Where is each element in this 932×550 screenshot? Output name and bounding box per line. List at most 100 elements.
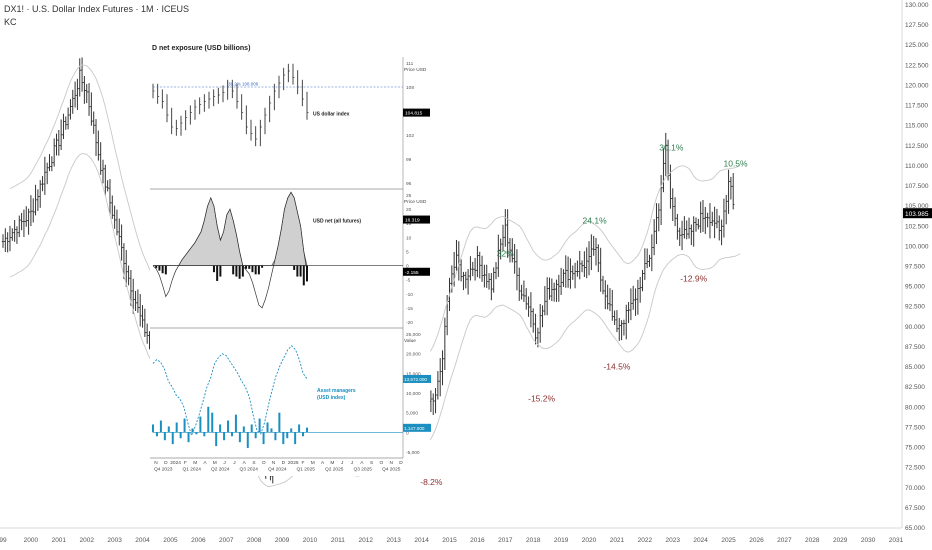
x-tick-label: 2025 xyxy=(721,537,736,544)
x-tick-label: 2022 xyxy=(638,537,653,544)
indicator-label: KC xyxy=(4,17,17,27)
asset-mgr-bar xyxy=(250,424,253,433)
usd-net-panel-tick: 20 xyxy=(406,207,412,213)
asset-mgr-bar xyxy=(246,432,249,449)
drop-annotation: -14.5% xyxy=(603,361,630,371)
usd-net-bar xyxy=(216,265,219,281)
asset-mgr-bar xyxy=(159,420,162,433)
usd-net-panel-tick: -10 xyxy=(406,292,413,298)
inset-month-label: A xyxy=(243,460,247,466)
dxy-price-tag-bg xyxy=(403,108,430,117)
asset-mgr-bar xyxy=(219,424,222,433)
asset-mgr-bar xyxy=(223,432,226,441)
asset-mgr-bar xyxy=(207,406,210,433)
usd-net-bar xyxy=(245,265,248,269)
x-tick-label: 2016 xyxy=(470,537,485,544)
asset-mgr-bar xyxy=(242,426,245,433)
usd-net-panel-tick: 10 xyxy=(406,235,412,241)
usd-net-panel-tick: 5 xyxy=(406,249,409,255)
x-tick-label: 2015 xyxy=(442,537,457,544)
usd-net-panel-axis-title: Price USD xyxy=(404,199,427,205)
y-tick-label: 115.000 xyxy=(905,123,928,130)
asset-mgr-panel-tick: 0 xyxy=(406,430,409,436)
asset-mgr-bar xyxy=(274,432,277,441)
last-price-tag-bg xyxy=(903,208,932,219)
usd-net-bar xyxy=(257,265,260,275)
asset-mgr-bar xyxy=(152,424,154,433)
asset-mgr-bar xyxy=(254,432,257,439)
y-tick-label: 65.000 xyxy=(905,525,925,532)
inset-month-label: A xyxy=(321,460,325,466)
x-tick-label: 2012 xyxy=(359,537,374,544)
chart-title: DX1! · U.S. Dollar Index Futures · 1M · … xyxy=(4,4,190,14)
x-tick-label: 2018 xyxy=(526,537,541,544)
inset-quarter-label: Q3 2025 xyxy=(354,467,373,473)
asset-mgr-panel-tick: 5,000 xyxy=(406,411,418,417)
asset-mgr-bar xyxy=(215,432,218,447)
usd-net-bar xyxy=(302,265,305,286)
inset-month-label: J xyxy=(223,460,226,466)
inset-quarter-label: Q2 2024 xyxy=(211,467,230,473)
y-tick-label: 127.500 xyxy=(905,22,929,29)
inset-month-label: S xyxy=(252,460,255,466)
inset-month-label: J xyxy=(233,460,236,466)
x-tick-label: 2008 xyxy=(247,537,262,544)
y-tick-label: 117.500 xyxy=(905,103,928,110)
inset-quarter-label: Q1 2025 xyxy=(297,467,316,473)
drop-annotation: -12.9% xyxy=(680,274,707,284)
asset-mgr-panel-axis-title: Value xyxy=(404,338,416,344)
usd-net-panel-tick: -15 xyxy=(406,306,413,312)
inset-month-label: F xyxy=(184,460,187,466)
y-tick-label: 107.500 xyxy=(905,183,929,190)
x-tick-label: 2001 xyxy=(52,537,67,544)
asset-mgr-bar xyxy=(238,432,241,443)
asset-mgr-tag1: 13,572.000 xyxy=(404,377,427,382)
y-tick-label: 82.500 xyxy=(905,384,925,391)
usd-net-tag1-bg xyxy=(403,215,430,224)
x-tick-label: 2007 xyxy=(219,537,234,544)
dxy-price-tag: 104.815 xyxy=(405,111,423,117)
inset-month-label: N xyxy=(389,460,393,466)
inset-month-label: M xyxy=(330,460,334,466)
x-tick-label: 2024 xyxy=(693,537,708,544)
asset-mgr-tag2-bg xyxy=(403,423,431,432)
x-tick-label: 2003 xyxy=(107,537,122,544)
y-tick-label: 100.000 xyxy=(905,243,929,250)
dxy-bars xyxy=(152,63,309,147)
x-tick-label: 2000 xyxy=(24,537,39,544)
dxy-panel-axis-title: Price USD xyxy=(404,67,427,73)
y-tick-label: 92.500 xyxy=(905,304,925,311)
asset-mgr-tag2: 1,147.000 xyxy=(404,426,425,431)
dxy-panel-tick: 111 xyxy=(406,61,414,67)
x-tick-label: 2030 xyxy=(861,537,876,544)
y-tick-label: 110.000 xyxy=(905,163,928,170)
y-tick-label: 67.500 xyxy=(905,505,925,512)
dxy-panel-tick: 108 xyxy=(406,85,414,91)
inset-panel: Price USD111108105102999638.2% 108.006US… xyxy=(150,57,431,476)
y-tick-label: 122.500 xyxy=(905,62,929,69)
y-tick-label: 120.000 xyxy=(905,82,929,89)
gain-annotation: 32% xyxy=(497,249,514,259)
inset-month-label: 2024 xyxy=(170,460,181,466)
x-tick-label: 2011 xyxy=(331,537,345,544)
asset-mgr-bar xyxy=(183,418,186,433)
usd-net-bar xyxy=(254,265,257,275)
inset-month-label: 2025 xyxy=(288,460,299,466)
asset-mgr-panel-tick: 25,000 xyxy=(406,332,421,338)
usd-net-bar xyxy=(238,265,241,279)
asset-mgr-bar xyxy=(195,432,198,435)
asset-mgr-bar xyxy=(171,432,174,445)
y-tick-label: 112.500 xyxy=(905,143,928,150)
usd-net-bar xyxy=(235,265,238,277)
y-tick-label: 105.000 xyxy=(905,203,929,210)
inset-month-label: J xyxy=(351,460,354,466)
usd-net-panel-tick: 25 xyxy=(406,193,412,199)
x-tick-label: 2026 xyxy=(749,537,764,544)
x-tick-label: 2031 xyxy=(889,537,904,544)
y-tick-label: 90.000 xyxy=(905,324,925,331)
usd-net-bar xyxy=(212,265,215,273)
drop-annotation: -8.2% xyxy=(420,477,443,487)
y-tick-label: 87.500 xyxy=(905,344,925,351)
usd-net-bar xyxy=(306,265,308,282)
